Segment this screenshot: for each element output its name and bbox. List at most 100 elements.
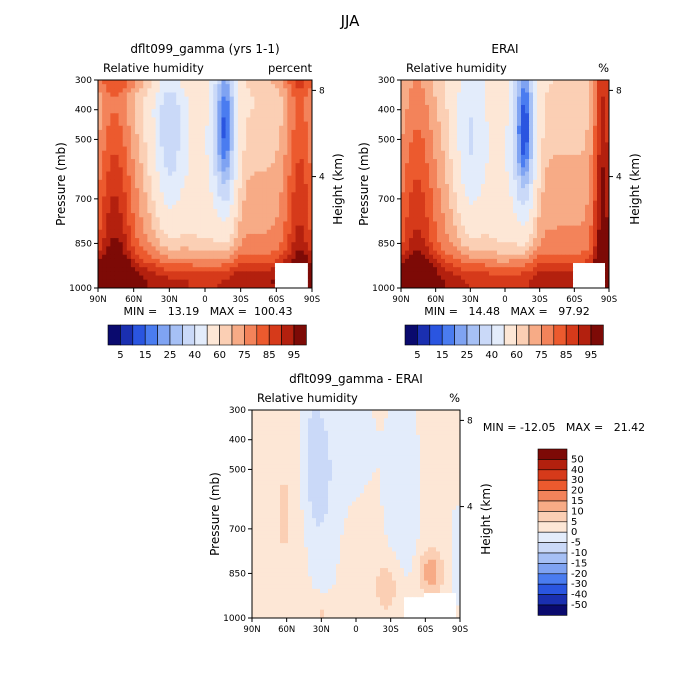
contour-cell	[283, 138, 288, 143]
contour-cell	[593, 263, 598, 268]
contour-cell	[537, 229, 542, 235]
contour-cell	[437, 258, 442, 264]
contour-cell	[122, 263, 128, 268]
contour-cell	[98, 88, 103, 93]
contour-cell	[122, 250, 128, 256]
contour-cell	[295, 129, 301, 135]
contour-cell	[114, 225, 119, 231]
contour-cell	[429, 88, 434, 93]
contour-cell	[291, 283, 296, 289]
contour-cell	[110, 225, 115, 231]
contour-cell	[307, 159, 313, 164]
contour-cell	[581, 175, 586, 181]
contour-cell	[106, 109, 111, 114]
contour-cell	[585, 242, 590, 247]
contour-cell	[513, 146, 518, 152]
contour-cell	[553, 84, 558, 89]
contour-cell	[441, 171, 446, 177]
contour-cell	[525, 263, 530, 268]
contour-cell	[441, 129, 446, 135]
contour-cell	[569, 188, 574, 193]
contour-cell	[303, 263, 309, 268]
contour-cell	[441, 233, 446, 239]
contour-cell	[299, 242, 305, 247]
contour-cell	[553, 229, 558, 235]
contour-cell	[537, 100, 542, 106]
contour-cell	[254, 96, 259, 102]
contour-cell	[417, 117, 422, 122]
contour-cell	[477, 84, 482, 89]
contour-cell	[299, 175, 305, 181]
contour-cell	[601, 221, 606, 226]
contour-cell	[200, 213, 206, 218]
contour-cell	[465, 96, 470, 102]
contour-cell	[541, 142, 546, 147]
contour-cell	[601, 208, 606, 214]
contour-cell	[489, 167, 494, 172]
contour-cell	[270, 279, 276, 285]
contour-cell	[525, 179, 530, 185]
contour-cell	[453, 250, 458, 256]
contour-cell	[565, 88, 570, 93]
contour-cell	[176, 129, 181, 135]
contour-cell	[545, 179, 550, 185]
contour-cell	[221, 208, 226, 214]
contour-cell	[192, 208, 198, 214]
contour-cell	[453, 117, 458, 122]
contour-cell	[209, 267, 214, 272]
contour-cell	[405, 192, 410, 197]
contour-cell	[489, 229, 494, 235]
contour-cell	[433, 221, 438, 226]
contour-cell	[561, 117, 566, 122]
contour-cell	[409, 88, 414, 93]
contour-cell	[473, 104, 478, 110]
contour-cell	[545, 134, 550, 139]
contour-cell	[242, 129, 247, 135]
contour-cell	[163, 213, 169, 218]
contour-cell	[299, 283, 305, 289]
contour-cell	[213, 84, 218, 89]
contour-cell	[605, 129, 610, 135]
contour-cell	[196, 242, 202, 247]
contour-cell	[437, 113, 442, 118]
contour-cell	[213, 225, 218, 231]
contour-cell	[409, 254, 414, 260]
contour-cell	[457, 134, 462, 139]
contour-cell	[291, 258, 296, 264]
contour-cell	[196, 154, 202, 160]
contour-cell	[122, 283, 128, 289]
contour-cell	[250, 150, 255, 156]
contour-cell	[549, 258, 554, 264]
contour-cell	[270, 104, 276, 110]
contour-cell	[130, 179, 136, 185]
contour-cell	[254, 125, 259, 131]
contour-cell	[295, 258, 301, 264]
contour-cell	[262, 113, 268, 118]
contour-cell	[585, 208, 590, 214]
contour-cell	[605, 258, 610, 264]
contour-cell	[192, 267, 198, 272]
contour-cell	[167, 254, 173, 260]
contour-cell	[597, 150, 602, 156]
contour-cell	[425, 263, 430, 268]
contour-cell	[585, 142, 590, 147]
contour-cell	[274, 175, 280, 181]
contour-cell	[429, 121, 434, 127]
contour-cell	[184, 142, 189, 147]
contour-cell	[509, 150, 514, 156]
contour-cell	[437, 217, 442, 222]
contour-cell	[457, 258, 462, 264]
contour-cell	[417, 200, 422, 206]
contour-cell	[445, 238, 450, 243]
contour-cell	[279, 96, 284, 102]
contour-cell	[573, 208, 578, 214]
contour-cell	[246, 84, 251, 89]
contour-cell	[549, 233, 554, 239]
contour-cell	[237, 275, 243, 281]
contour-cell	[581, 142, 586, 147]
contour-cell	[569, 263, 574, 268]
contour-cell	[489, 159, 494, 164]
contour-cell	[143, 146, 148, 152]
contour-cell	[561, 200, 566, 206]
contour-cell	[429, 171, 434, 177]
